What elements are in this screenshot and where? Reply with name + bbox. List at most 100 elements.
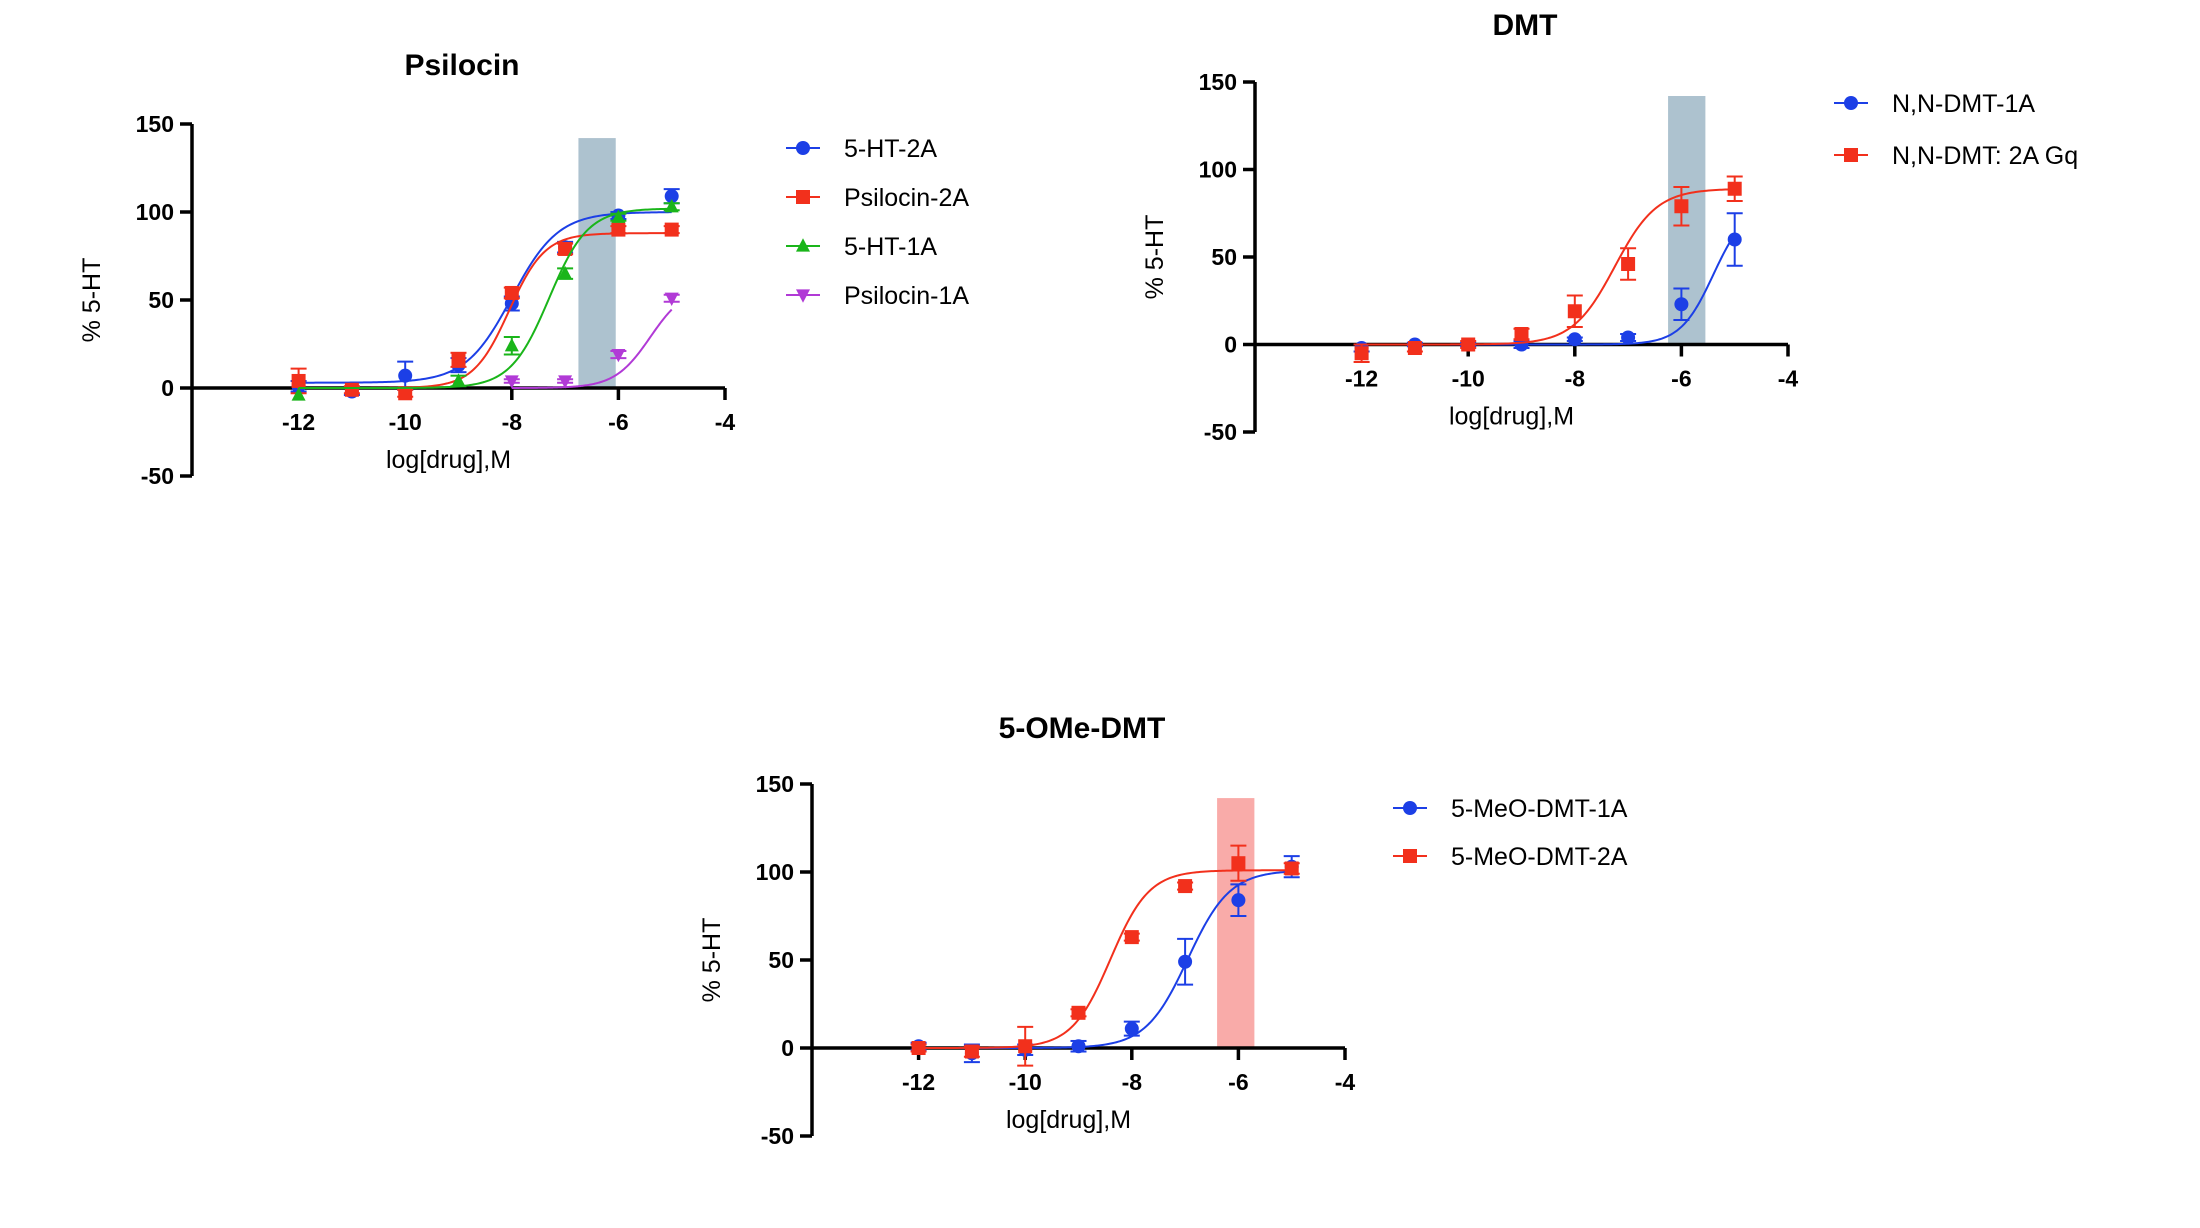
x-tick-label: -12 — [1345, 366, 1378, 392]
x-tick-label: -10 — [389, 409, 422, 435]
data-point — [1124, 930, 1139, 945]
legend-label: Psilocin-2A — [844, 184, 969, 212]
x-tick-label: -4 — [715, 409, 736, 435]
data-point — [558, 375, 573, 389]
y-tick-label: 50 — [148, 287, 174, 313]
legend-entry: 5-MeO-DMT-1A — [1393, 795, 1628, 823]
y-tick-label: 150 — [1199, 69, 1237, 95]
data-point — [504, 338, 519, 352]
x-tick-label: -6 — [1671, 366, 1691, 392]
highlight-band — [1217, 798, 1255, 1048]
series-4 — [503, 292, 680, 389]
fit-curve — [511, 308, 673, 389]
fit-curve — [918, 869, 1292, 1049]
x-axis-title: log[drug],M — [1449, 403, 1574, 431]
fit-curve — [298, 211, 672, 384]
legend-marker — [796, 289, 810, 303]
data-point — [611, 209, 626, 223]
legend-label: 5-MeO-DMT-1A — [1451, 795, 1628, 823]
data-point — [451, 373, 466, 387]
legend-marker — [1844, 148, 1858, 162]
fit-curve — [1361, 188, 1735, 346]
chart-panel-1: Psilocin 150 100 50 0 -50 -12 -10 -8 -6 -4 log[drug… — [78, 49, 969, 489]
data-point — [1284, 861, 1299, 876]
legend-entry: 5-HT-1A — [786, 233, 937, 261]
legend-label: 5-MeO-DMT-2A — [1451, 843, 1628, 871]
y-tick-label: 50 — [1211, 244, 1237, 270]
y-tick-label: 100 — [756, 859, 794, 885]
x-tick-label: -8 — [1565, 366, 1586, 392]
y-tick-label: -50 — [1204, 419, 1237, 445]
legend-entry: Psilocin-2A — [786, 184, 969, 212]
legend-entry: 5-MeO-DMT-2A — [1393, 843, 1628, 871]
data-point — [291, 387, 306, 401]
data-point — [1178, 879, 1193, 894]
x-tick-label: -12 — [282, 409, 315, 435]
data-point — [1567, 304, 1582, 319]
legend-label: Psilocin-1A — [844, 282, 969, 310]
x-tick-label: -12 — [902, 1069, 935, 1095]
chart-title: Psilocin — [404, 49, 519, 82]
data-point — [558, 241, 573, 256]
x-tick-label: -4 — [1335, 1069, 1356, 1095]
y-axis-title: % 5-HT — [1141, 215, 1169, 300]
y-tick-label: 150 — [136, 111, 174, 137]
y-tick-label: 0 — [781, 1035, 794, 1061]
data-point — [1621, 257, 1636, 271]
y-tick-label: 100 — [136, 199, 174, 225]
data-point — [504, 375, 519, 389]
data-point — [558, 265, 573, 280]
x-tick-label: -6 — [608, 409, 628, 435]
legend-marker — [1844, 96, 1858, 110]
x-tick-label: -10 — [1452, 366, 1485, 392]
data-point — [504, 285, 519, 300]
data-point — [1727, 181, 1742, 196]
data-point — [1621, 330, 1636, 345]
y-tick-label: 150 — [756, 771, 794, 797]
data-point — [911, 1041, 926, 1055]
data-point — [451, 352, 466, 367]
series-2 — [1353, 175, 1743, 363]
legend-marker — [1403, 849, 1417, 863]
legend-marker — [796, 141, 810, 155]
series-2 — [910, 844, 1300, 1067]
y-axis-title: % 5-HT — [78, 258, 106, 343]
data-point — [1071, 1005, 1086, 1020]
data-point — [1178, 954, 1193, 969]
highlight-band — [578, 138, 616, 388]
chart-title: DMT — [1493, 9, 1558, 42]
x-tick-label: -8 — [502, 409, 523, 435]
data-point — [1727, 232, 1742, 247]
x-axis-title: log[drug],M — [1006, 1106, 1131, 1134]
x-axis-title: log[drug],M — [386, 446, 511, 474]
legend-label: N,N-DMT-1A — [1892, 90, 2035, 118]
data-point — [398, 368, 413, 383]
legend-entry: Psilocin-1A — [786, 282, 969, 310]
data-point — [344, 382, 359, 397]
data-point — [964, 1044, 979, 1059]
legend-entry: N,N-DMT: 2A Gq — [1834, 142, 2078, 170]
data-point — [611, 222, 626, 237]
chart-panel-2: DMT 150 100 50 0 -50 -12 -10 -8 -6 -4 log[drug],M % … — [1141, 9, 2078, 445]
data-point — [1567, 332, 1582, 347]
y-tick-label: -50 — [141, 463, 174, 489]
legend-marker — [1403, 801, 1417, 815]
series-2 — [290, 222, 680, 401]
data-point — [398, 386, 413, 401]
series-1 — [910, 855, 1300, 1064]
y-tick-label: 0 — [1224, 332, 1237, 358]
data-point — [1231, 893, 1246, 908]
x-tick-label: -4 — [1778, 366, 1799, 392]
legend-entry: N,N-DMT-1A — [1834, 90, 2035, 118]
data-point — [1674, 199, 1689, 214]
data-point — [664, 222, 679, 237]
series-3 — [291, 199, 680, 401]
data-point — [664, 189, 679, 204]
data-point — [664, 199, 679, 213]
data-point — [1461, 337, 1476, 352]
x-tick-label: -8 — [1122, 1069, 1143, 1095]
x-tick-label: -6 — [1228, 1069, 1248, 1095]
chart-panel-3: 5-OMe-DMT 150 100 50 0 -50 -12 -10 -8 -6 -4 log[dru… — [698, 712, 1628, 1149]
data-point — [291, 373, 306, 388]
